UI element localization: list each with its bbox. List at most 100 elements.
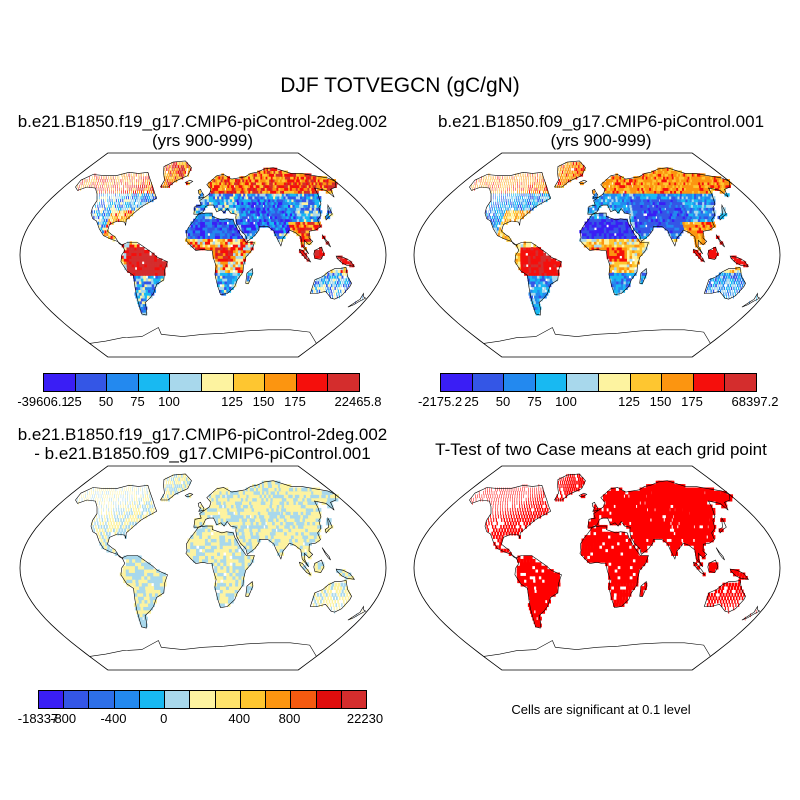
grid-cell — [643, 235, 647, 239]
grid-cell — [266, 190, 270, 194]
grid-cell — [154, 586, 158, 590]
grid-cell — [132, 210, 135, 214]
grid-cell — [340, 292, 342, 296]
grid-cell — [533, 176, 535, 180]
grid-cell — [257, 184, 262, 188]
grid-cell — [498, 221, 501, 225]
grid-cell — [231, 179, 235, 183]
grid-cell — [601, 215, 604, 220]
grid-cell — [103, 201, 105, 205]
grid-cell — [679, 221, 684, 225]
grid-cell — [101, 218, 103, 222]
grid-cell — [322, 187, 329, 191]
grid-cell — [255, 187, 259, 191]
grid-cell — [222, 272, 226, 276]
grid-cell — [589, 227, 593, 231]
grid-cell — [522, 204, 524, 208]
grid-cell — [537, 278, 541, 282]
grid-cell — [129, 173, 131, 177]
grid-cell — [519, 190, 520, 194]
grid-cell — [648, 221, 653, 225]
grid-cell — [195, 227, 199, 231]
grid-cell — [530, 266, 535, 271]
grid-cell — [101, 198, 102, 203]
grid-cell — [239, 196, 244, 200]
grid-cell — [480, 181, 481, 186]
grid-cell — [226, 190, 230, 194]
grid-cell — [232, 244, 236, 248]
grid-cell — [640, 227, 644, 231]
grid-cell — [623, 196, 627, 200]
grid-cell — [99, 193, 100, 197]
grid-cell — [666, 198, 671, 203]
grid-cell — [625, 207, 629, 211]
grid-cell — [131, 201, 133, 205]
grid-cell — [634, 244, 638, 248]
grid-cell — [534, 184, 535, 188]
grid-cell — [648, 196, 652, 200]
grid-cell — [217, 266, 221, 271]
grid-cell — [116, 210, 118, 214]
grid-cell — [112, 218, 115, 222]
grid-cell — [114, 179, 116, 183]
grid-cell — [316, 289, 318, 293]
grid-cell — [148, 589, 153, 594]
grid-cell — [509, 190, 510, 194]
grid-cell — [328, 278, 331, 282]
grid-cell — [528, 244, 532, 248]
grid-cell — [326, 589, 329, 594]
grid-cell — [584, 227, 588, 231]
grid-cell — [119, 179, 121, 183]
grid-cell — [563, 181, 565, 186]
grid-cell — [147, 266, 151, 271]
grid-cell — [187, 164, 189, 169]
grid-cell — [636, 215, 640, 220]
grid-cell — [222, 592, 226, 597]
grid-cell — [692, 207, 697, 211]
grid-cell — [705, 187, 711, 191]
grid-cell — [683, 218, 688, 222]
grid-cell — [329, 286, 332, 290]
grid-cell — [229, 278, 233, 282]
grid-cell — [591, 232, 595, 237]
grid-cell — [616, 207, 620, 211]
grid-cell — [100, 179, 101, 183]
grid-cell — [635, 213, 639, 217]
grid-cell — [214, 193, 218, 197]
grid-cell — [181, 170, 183, 174]
grid-cell — [618, 278, 622, 282]
grid-cell — [497, 190, 498, 194]
grid-cell — [236, 198, 240, 203]
grid-cell — [221, 286, 225, 290]
grid-cell — [131, 207, 133, 211]
grid-cell — [604, 196, 608, 200]
grid-cell — [701, 207, 706, 211]
grid-cell — [269, 213, 273, 217]
grid-cell — [117, 218, 120, 222]
grid-cell — [332, 286, 334, 290]
grid-cell — [649, 198, 653, 203]
grid-cell — [611, 198, 615, 203]
grid-cell — [501, 210, 503, 214]
grid-cell — [234, 210, 238, 214]
grid-cell — [335, 589, 338, 594]
grid-cell — [316, 252, 320, 256]
grid-cell — [702, 224, 707, 228]
grid-cell — [660, 221, 665, 225]
grid-cell — [495, 224, 498, 228]
grid-cell — [616, 193, 620, 197]
grid-cell — [269, 221, 273, 225]
grid-cell — [322, 281, 325, 285]
grid-cell — [498, 207, 500, 211]
grid-cell — [125, 210, 128, 214]
grid-cell — [98, 198, 100, 203]
grid-cell — [520, 264, 524, 268]
grid-cell — [235, 196, 239, 200]
grid-cell — [611, 261, 615, 265]
grid-cell — [134, 241, 138, 245]
grid-cell — [105, 187, 107, 191]
grid-cell — [548, 196, 551, 200]
grid-cell — [140, 196, 142, 200]
grid-cell — [528, 247, 531, 251]
grid-cell — [142, 303, 147, 307]
